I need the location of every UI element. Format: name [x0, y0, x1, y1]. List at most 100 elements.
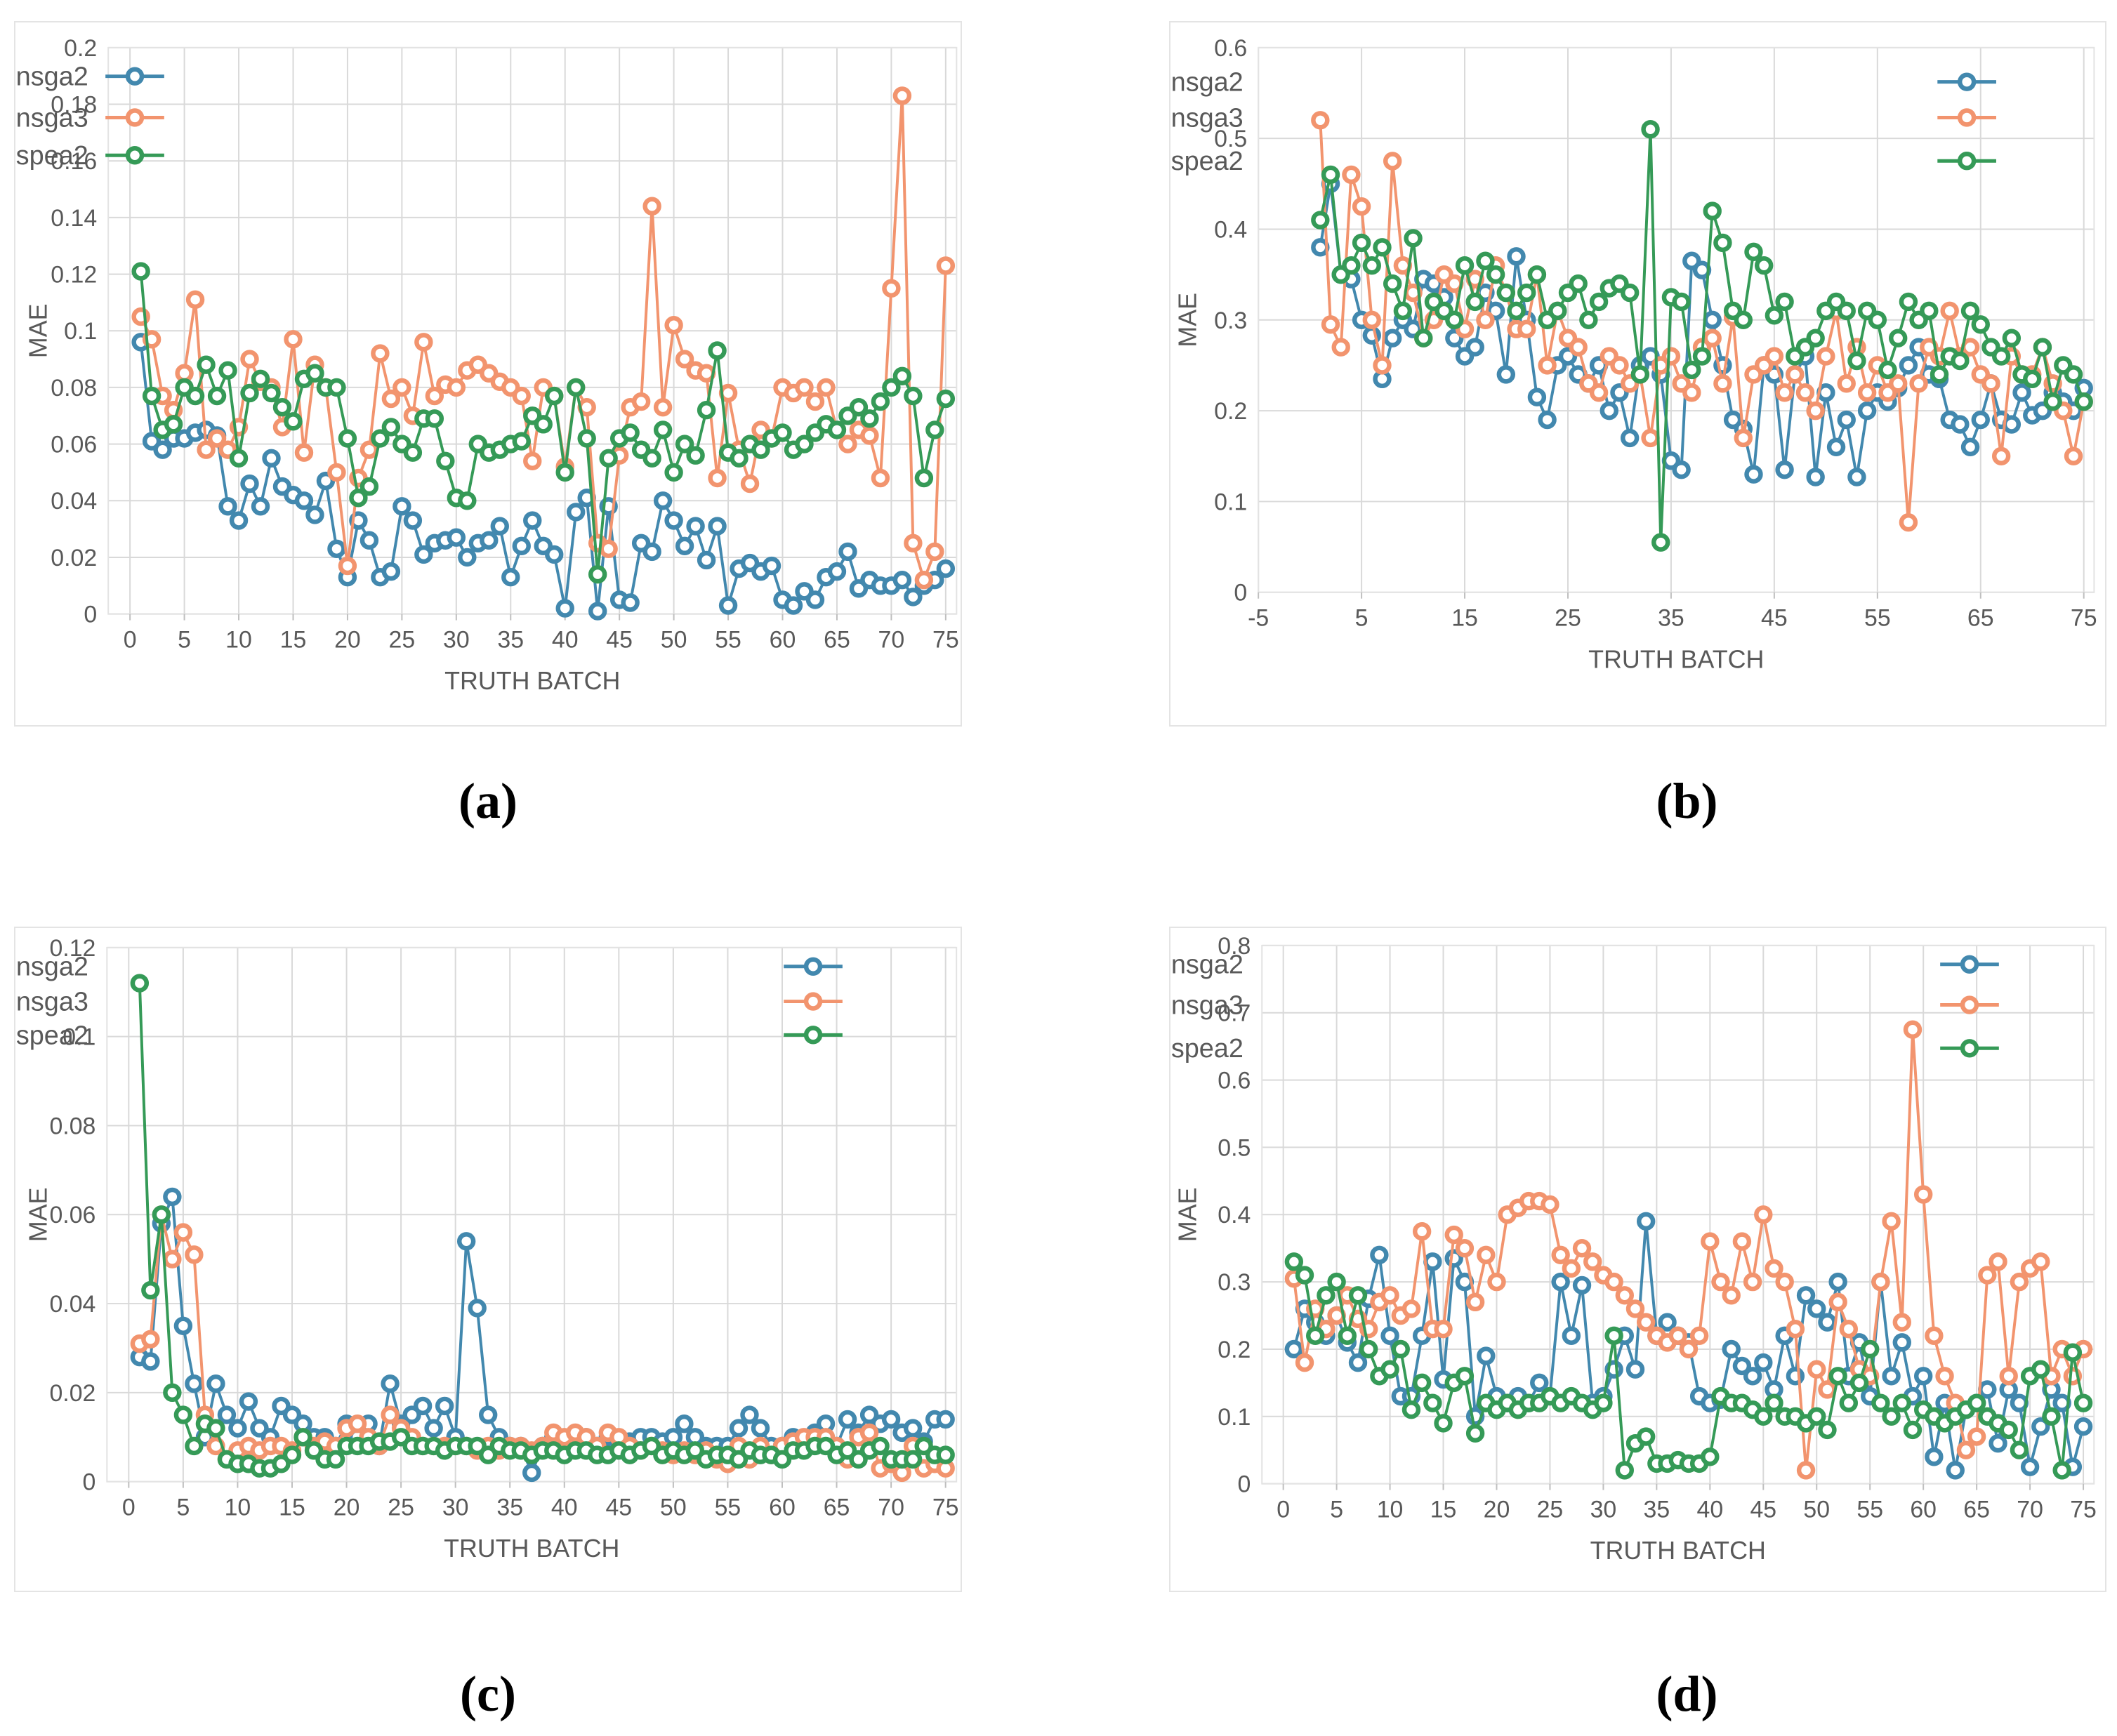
legend-label-nsga2: nsga2: [16, 62, 88, 92]
legend-label-spea2: spea2: [1171, 1034, 1244, 1064]
axis-titles: TRUTH BATCH MAE: [25, 1187, 620, 1563]
svg-text:70: 70: [2017, 1496, 2043, 1523]
chart-a-canvas: 0 5 10 15 20 25 30 35 40 45 50 55 60 65 70 75 0 0.02 0.04 0…: [16, 35, 959, 695]
legend-marker-nsga3: [1957, 108, 1977, 127]
svg-text:25: 25: [1537, 1496, 1564, 1523]
svg-text:0.08: 0.08: [51, 375, 97, 402]
x-axis-title: TRUTH BATCH: [444, 1535, 619, 1563]
svg-text:40: 40: [552, 626, 579, 653]
axis-labels: 0 5 10 15 20 25 30 35 40 45 50 55 60 65 70 75 0 0.1 0.2 0.3…: [1218, 933, 2097, 1523]
svg-text:0: 0: [1234, 580, 1247, 607]
svg-text:65: 65: [824, 626, 850, 653]
legend-marker-nsga3: [125, 108, 145, 127]
legend: nsga2 nsga3 spea2: [1171, 950, 1999, 1064]
caption-c: (c): [460, 1666, 516, 1722]
svg-text:0.6: 0.6: [1214, 35, 1247, 62]
svg-text:45: 45: [1761, 605, 1788, 632]
legend-label-nsga2: nsga2: [1171, 68, 1244, 98]
svg-text:0: 0: [122, 1494, 136, 1520]
y-axis-title: MAE: [25, 303, 53, 358]
gridlines: [1261, 944, 2095, 1485]
legend-label-nsga3: nsga3: [1171, 990, 1244, 1020]
svg-text:0.14: 0.14: [51, 205, 97, 232]
legend-item-spea2: spea2: [16, 1021, 843, 1050]
svg-text:25: 25: [1555, 605, 1581, 632]
svg-text:30: 30: [442, 1494, 469, 1520]
svg-text:0.04: 0.04: [51, 488, 97, 515]
svg-text:5: 5: [178, 626, 191, 653]
svg-text:0.3: 0.3: [1218, 1269, 1251, 1296]
legend-item-nsga3: nsga3: [1171, 990, 1999, 1020]
svg-text:0.1: 0.1: [62, 1024, 95, 1051]
legend-marker-nsga2: [1960, 955, 1979, 974]
svg-text:40: 40: [551, 1494, 578, 1520]
svg-text:-5: -5: [1248, 605, 1269, 632]
svg-text:35: 35: [496, 1494, 523, 1520]
svg-text:65: 65: [824, 1494, 850, 1520]
svg-text:10: 10: [1377, 1496, 1404, 1523]
svg-text:35: 35: [1644, 1496, 1670, 1523]
svg-text:0.2: 0.2: [1218, 1337, 1251, 1363]
svg-text:55: 55: [715, 1494, 741, 1520]
svg-text:65: 65: [1963, 1496, 1990, 1523]
legend-item-spea2: spea2: [16, 141, 164, 171]
legend-item-nsga2: nsga2: [16, 953, 843, 982]
svg-text:55: 55: [715, 626, 741, 653]
svg-text:0.5: 0.5: [1218, 1134, 1251, 1161]
svg-text:55: 55: [1864, 605, 1891, 632]
svg-text:25: 25: [389, 626, 416, 653]
svg-text:70: 70: [878, 1494, 904, 1520]
svg-text:45: 45: [606, 626, 633, 653]
legend: nsga2 nsga3 spea2: [16, 62, 164, 171]
svg-text:0.1: 0.1: [1214, 489, 1247, 515]
svg-text:5: 5: [176, 1494, 190, 1520]
svg-text:50: 50: [660, 1494, 687, 1520]
svg-text:0: 0: [124, 626, 137, 653]
svg-text:45: 45: [605, 1494, 632, 1520]
legend-label-spea2: spea2: [16, 141, 88, 171]
chart-panel-d: 0 5 10 15 20 25 30 35 40 45 50 55 60 65 70 75 0 0.1 0.2 0.3…: [1169, 927, 2106, 1592]
svg-text:75: 75: [932, 1494, 959, 1520]
svg-text:0.04: 0.04: [49, 1291, 95, 1318]
legend-label-nsga3: nsga3: [16, 988, 88, 1017]
svg-text:60: 60: [770, 626, 796, 653]
legend-label-spea2: spea2: [16, 1021, 88, 1050]
svg-text:0.02: 0.02: [49, 1380, 95, 1407]
legend-marker-nsga2: [803, 957, 823, 976]
legend-marker-nsga3: [1960, 995, 1979, 1014]
chart-panel-b: -5 5 15 25 35 45 55 65 75 0 0.1 0.2 0.3 0.4 0.5 0.6 TRUT…: [1169, 21, 2106, 727]
chart-panel-c: 0 5 10 15 20 25 30 35 40 45 50 55 60 65 70 75 0 0.02 0.04 0…: [14, 927, 962, 1592]
legend-item-nsga2: nsga2: [1171, 950, 1999, 980]
axis-titles: TRUTH BATCH MAE: [25, 303, 621, 695]
svg-text:15: 15: [279, 1494, 305, 1520]
caption-a: (a): [459, 773, 517, 829]
legend-marker-spea2: [1960, 1039, 1979, 1058]
legend-marker-spea2: [803, 1026, 823, 1045]
svg-text:0.8: 0.8: [1218, 933, 1251, 960]
svg-text:35: 35: [1658, 605, 1684, 632]
caption-d: (d): [1656, 1666, 1718, 1722]
series-spea2: [131, 262, 956, 584]
legend-marker-nsga2: [1957, 72, 1977, 91]
svg-text:0.1: 0.1: [1218, 1404, 1251, 1431]
svg-text:0.3: 0.3: [1214, 307, 1247, 334]
svg-text:15: 15: [280, 626, 307, 653]
svg-text:0.16: 0.16: [51, 148, 97, 175]
svg-text:0.4: 0.4: [1218, 1202, 1251, 1228]
chart-b-canvas: -5 5 15 25 35 45 55 65 75 0 0.1 0.2 0.3 0.4 0.5 0.6 TRUT…: [1171, 35, 2097, 674]
svg-text:55: 55: [1857, 1496, 1883, 1523]
legend-marker-spea2: [125, 146, 145, 165]
chart-c-canvas: 0 5 10 15 20 25 30 35 40 45 50 55 60 65 70 75 0 0.02 0.04 0…: [16, 935, 959, 1563]
legend-label-nsga2: nsga2: [1171, 950, 1244, 980]
svg-text:0.5: 0.5: [1214, 126, 1247, 152]
svg-text:60: 60: [769, 1494, 796, 1520]
legend: nsga2 nsga3 spea2: [1171, 68, 1996, 176]
svg-text:0: 0: [1238, 1471, 1251, 1498]
legend-label-spea2: spea2: [1171, 147, 1244, 176]
legend-marker-spea2: [1957, 152, 1977, 171]
svg-text:35: 35: [497, 626, 524, 653]
svg-text:75: 75: [2070, 1496, 2097, 1523]
svg-text:0.12: 0.12: [49, 935, 95, 962]
y-axis-title: MAE: [1174, 1187, 1202, 1242]
svg-text:0: 0: [83, 1469, 96, 1496]
